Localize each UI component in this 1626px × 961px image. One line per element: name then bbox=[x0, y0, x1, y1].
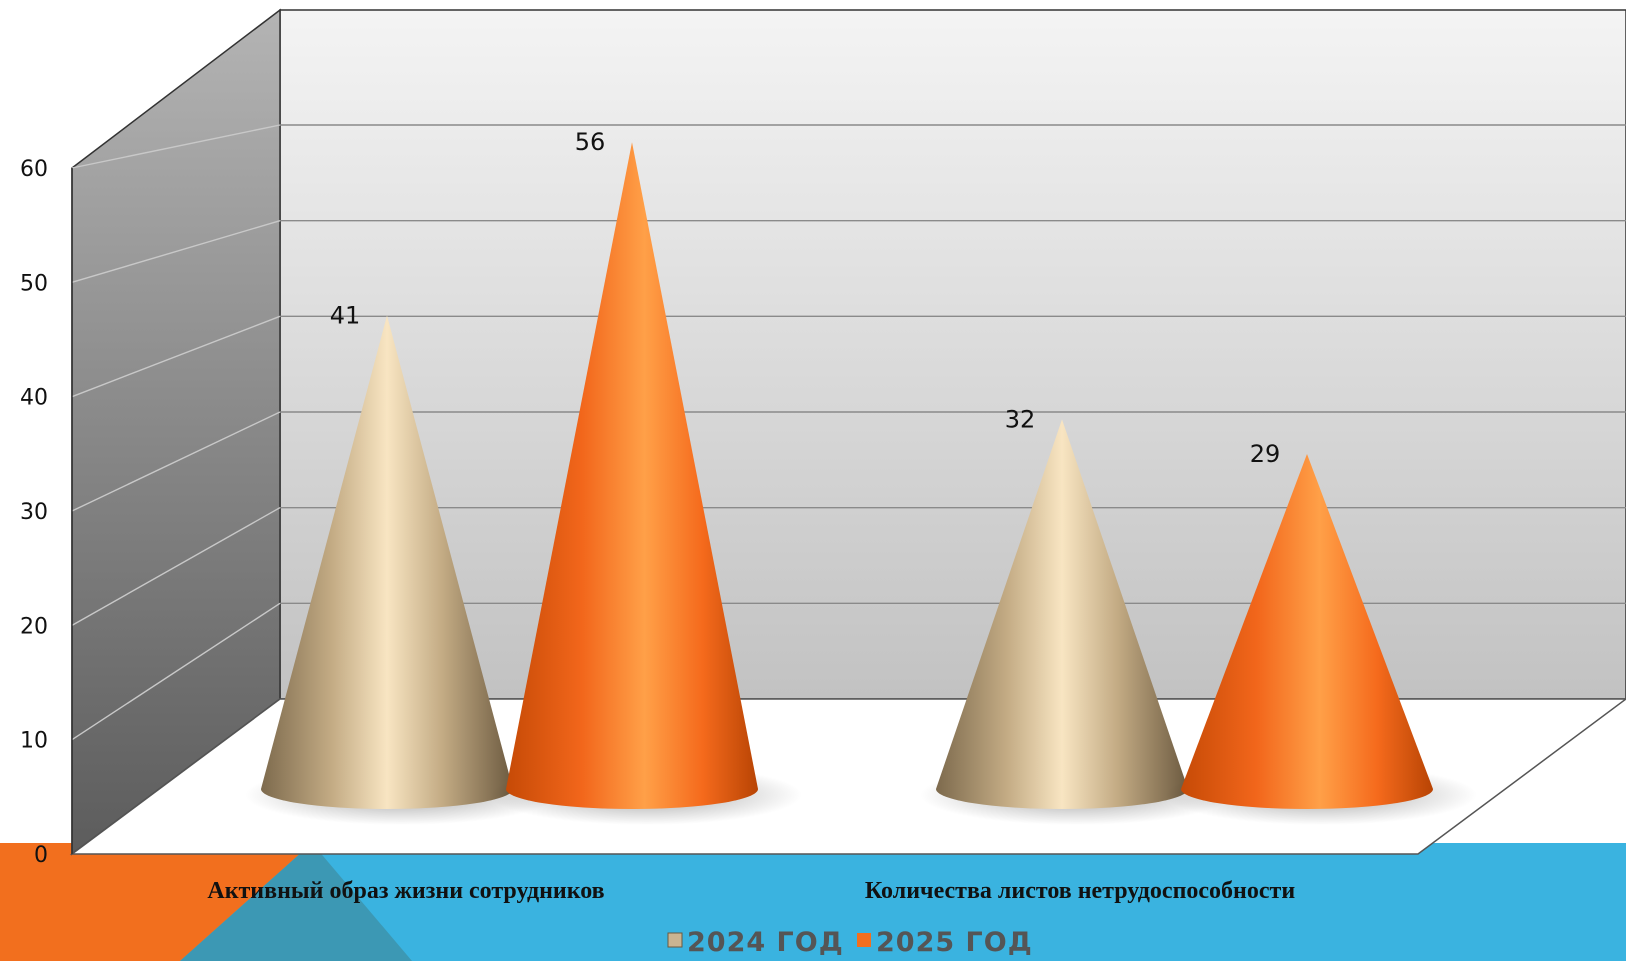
data-label: 56 bbox=[575, 128, 606, 156]
cone-body bbox=[936, 419, 1188, 809]
cone-2024-1: 32 bbox=[920, 405, 1232, 825]
category-axis: Активный образ жизни сотрудников Количест… bbox=[207, 878, 1295, 904]
category-label: Количества листов нетрудоспособности bbox=[865, 878, 1295, 904]
legend-label: 2025 ГОД bbox=[876, 927, 1033, 958]
data-label: 32 bbox=[1005, 405, 1036, 433]
legend-swatch bbox=[667, 932, 683, 948]
back-wall bbox=[279, 9, 1626, 700]
cone-2024-0: 41 bbox=[245, 301, 557, 825]
side-gridline bbox=[71, 315, 281, 398]
side-gridline bbox=[71, 602, 281, 741]
y-axis: 0 10 20 30 40 50 60 bbox=[20, 157, 73, 868]
data-label: 41 bbox=[330, 301, 361, 329]
y-tick-label: 0 bbox=[34, 843, 48, 868]
footer-banner bbox=[0, 843, 1626, 961]
cones: 41 32 56 29 bbox=[245, 128, 1477, 825]
side-gridline bbox=[71, 411, 281, 512]
y-tick-label: 30 bbox=[20, 500, 48, 525]
cone-body bbox=[261, 315, 513, 809]
cone-2025-0: 56 bbox=[490, 128, 802, 825]
side-gridline bbox=[71, 219, 281, 284]
category-label: Активный образ жизни сотрудников bbox=[207, 878, 604, 904]
y-tick-label: 10 bbox=[20, 729, 48, 754]
y-tick-label: 20 bbox=[20, 614, 48, 639]
y-tick-label: 40 bbox=[20, 386, 48, 411]
side-gridline bbox=[71, 507, 281, 626]
y-tick-label: 50 bbox=[20, 271, 48, 296]
legend: 2024 ГОД 2025 ГОД bbox=[667, 927, 1033, 958]
side-gridline bbox=[71, 124, 281, 169]
cone-body bbox=[1181, 454, 1433, 809]
cone-body bbox=[506, 142, 758, 809]
cone-2025-1: 29 bbox=[1165, 440, 1477, 825]
banner-orange bbox=[0, 843, 312, 961]
y-tick-label: 60 bbox=[20, 157, 48, 182]
legend-swatch bbox=[857, 933, 871, 947]
data-label: 29 bbox=[1250, 440, 1281, 468]
banner-teal bbox=[180, 843, 412, 961]
legend-label: 2024 ГОД bbox=[687, 927, 844, 958]
gridlines bbox=[71, 124, 1626, 741]
